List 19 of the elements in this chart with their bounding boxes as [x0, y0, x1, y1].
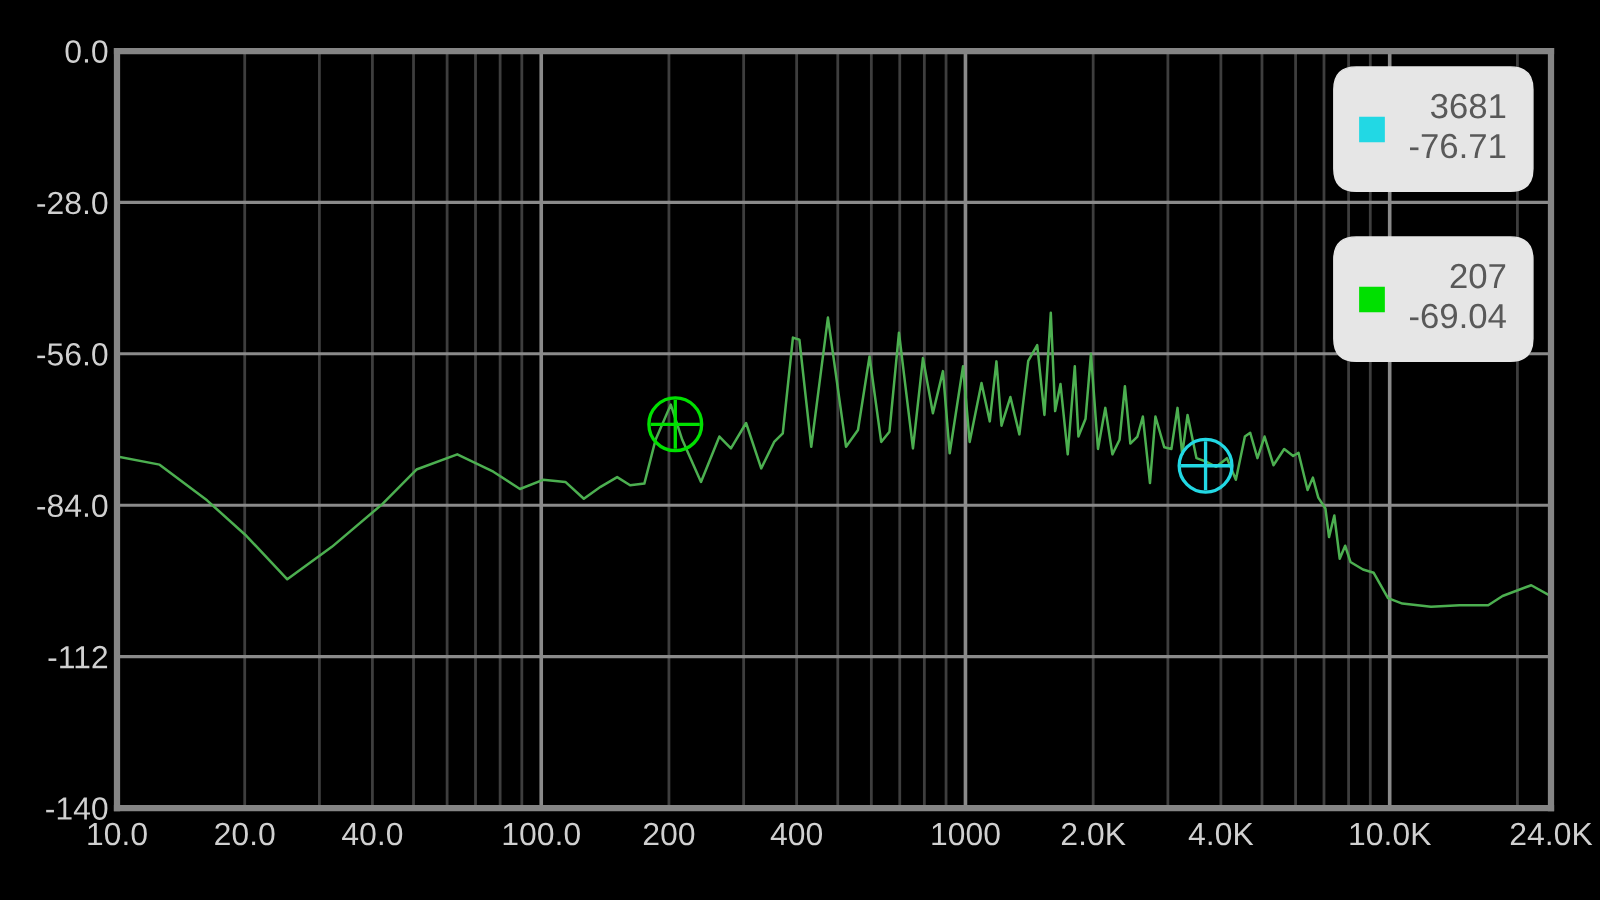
y-tick-label: 0.0	[65, 40, 108, 63]
x-tick-label: 4.0K	[1188, 822, 1254, 846]
x-tick-label: 1000	[932, 822, 1000, 846]
legend-label: 207 -69.04	[1409, 263, 1506, 329]
x-tick-label: 20.0	[215, 822, 275, 846]
x-tick-label: 40.0	[342, 822, 403, 846]
x-tick-label: 10.0	[88, 822, 147, 846]
x-tick-label: 200	[643, 822, 695, 846]
legend-label: 3681 -76.71	[1409, 93, 1506, 159]
x-tick-label: 24.0K	[1510, 822, 1593, 846]
y-tick-label: -84.0	[37, 494, 108, 518]
x-tick-label: 400	[770, 822, 823, 846]
x-tick-label: 10.0K	[1350, 822, 1432, 846]
y-tick-label: -28.0	[37, 191, 108, 215]
y-tick-label: -112	[48, 645, 108, 669]
x-tick-label: 2.0K	[1061, 822, 1126, 846]
y-tick-label: -56.0	[37, 343, 108, 366]
y-tick-label: -140	[46, 797, 108, 820]
x-tick-label: 100.0	[503, 822, 580, 846]
